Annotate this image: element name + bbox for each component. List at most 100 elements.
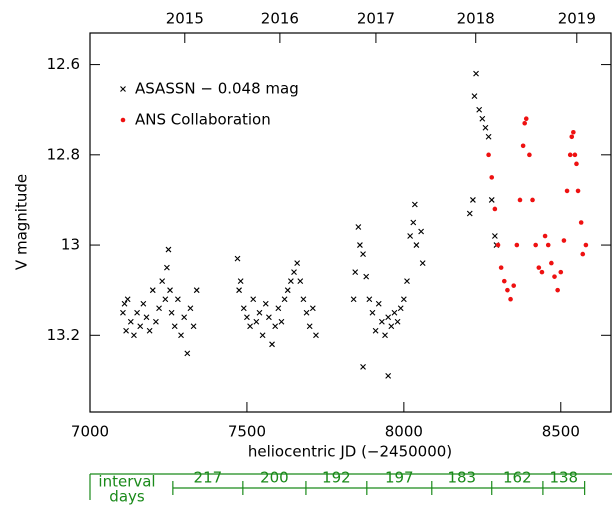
point [287, 278, 294, 285]
point [569, 134, 575, 140]
point [303, 309, 310, 316]
point [306, 323, 313, 330]
point [352, 269, 359, 276]
point [244, 314, 250, 321]
point [281, 296, 288, 303]
point [124, 296, 131, 303]
y-tick-label: 13 [61, 236, 80, 254]
interval-label: interval [98, 473, 155, 491]
point [236, 287, 242, 294]
top-x-tick-label: 2017 [357, 10, 395, 28]
point [143, 314, 150, 321]
point [473, 70, 479, 77]
point [542, 233, 548, 239]
point [259, 332, 266, 339]
point [140, 300, 147, 307]
point [369, 309, 376, 316]
point [482, 124, 489, 131]
legend-marker [120, 86, 126, 92]
point [121, 300, 128, 307]
y-tick-label: 13.2 [47, 326, 80, 344]
point [275, 305, 282, 312]
point [580, 251, 586, 257]
point [250, 296, 257, 303]
point [397, 305, 404, 312]
point [193, 287, 200, 294]
interval-value: 162 [503, 469, 532, 487]
x-tick-label: 7000 [71, 423, 109, 441]
point [394, 318, 401, 325]
interval-value: 183 [447, 469, 476, 487]
point [174, 296, 181, 303]
top-x-tick-label: 2018 [457, 10, 495, 28]
point [363, 273, 370, 280]
point [278, 318, 285, 325]
point [492, 206, 498, 212]
point [545, 242, 551, 248]
interval-frame [89, 473, 612, 500]
point [391, 309, 398, 316]
point [149, 287, 156, 294]
point [156, 305, 162, 312]
point [300, 296, 307, 303]
point [413, 242, 420, 248]
interval-value: 138 [549, 469, 578, 487]
point [491, 233, 498, 239]
point [489, 175, 495, 180]
point [266, 314, 272, 321]
point [146, 327, 153, 334]
point [488, 197, 495, 203]
point [137, 323, 144, 330]
top-x-tick-label: 2015 [166, 10, 204, 28]
point [574, 161, 579, 167]
legend-label: ASASSN − 0.048 mag [135, 80, 299, 98]
point [375, 300, 382, 307]
point [410, 219, 417, 226]
point [564, 188, 570, 194]
point [407, 233, 414, 239]
point [505, 287, 510, 293]
point [552, 274, 557, 279]
point [536, 265, 542, 270]
point [168, 309, 175, 316]
point [313, 332, 319, 339]
point [382, 332, 388, 339]
point [508, 296, 513, 302]
point [350, 296, 357, 303]
point [123, 327, 129, 334]
point [256, 309, 263, 316]
point [575, 188, 581, 194]
point [561, 238, 567, 243]
point [388, 323, 395, 330]
point [520, 143, 526, 149]
point [120, 309, 126, 316]
y-tick-label: 12.6 [47, 55, 80, 73]
point [578, 220, 584, 225]
point [181, 314, 188, 321]
point [533, 242, 538, 248]
point [178, 332, 184, 339]
point [501, 278, 507, 284]
point [165, 246, 172, 253]
point [164, 264, 170, 271]
point [411, 201, 418, 208]
point [517, 197, 523, 203]
point [134, 309, 140, 316]
point [385, 314, 392, 321]
point [523, 116, 529, 122]
interval-value: 192 [322, 469, 351, 487]
interval-value: 197 [385, 469, 414, 487]
point [498, 265, 504, 270]
x-axis-label: heliocentric JD (−2450000) [248, 443, 452, 461]
point [284, 287, 291, 294]
point [187, 305, 194, 312]
interval-value: 217 [194, 469, 223, 487]
point [355, 224, 362, 230]
point [530, 197, 535, 203]
point [360, 251, 366, 257]
point [479, 115, 486, 122]
point [153, 318, 159, 325]
point [366, 296, 373, 303]
point [404, 278, 410, 285]
